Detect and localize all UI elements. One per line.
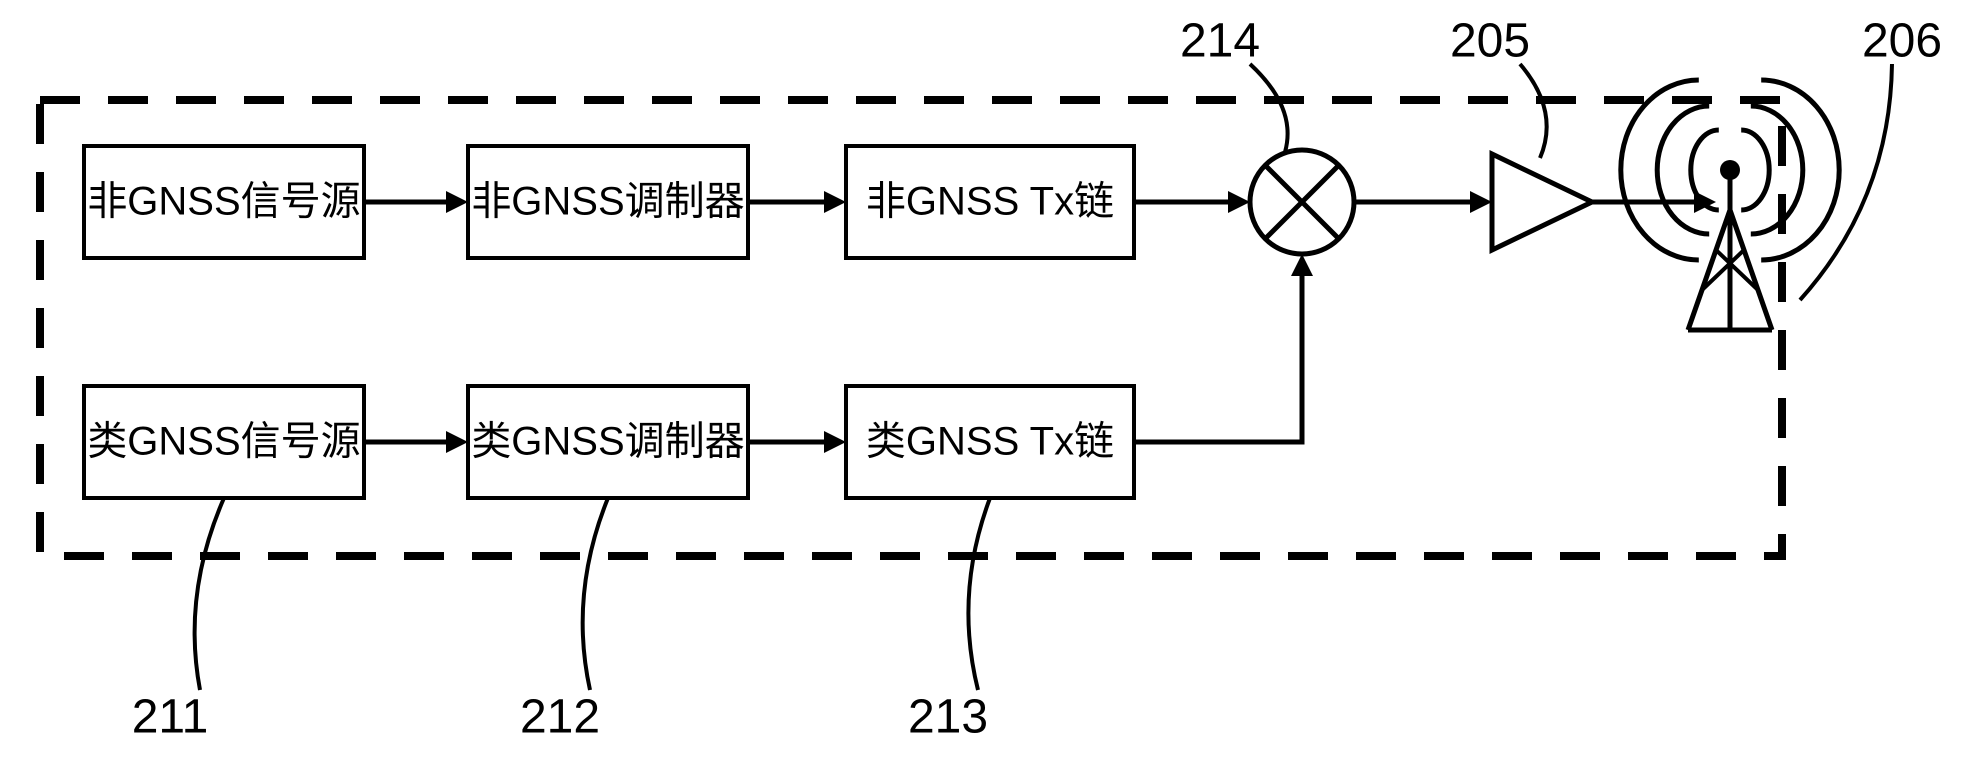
bot_tx-block: 类GNSS Tx链 xyxy=(846,386,1134,498)
amplifier-icon xyxy=(1492,154,1592,250)
mixer-icon xyxy=(1250,150,1354,254)
bot_src-label: 类GNSS信号源 xyxy=(87,420,360,464)
bot_mod-block: 类GNSS调制器 xyxy=(468,386,748,498)
bot_src-block: 类GNSS信号源 xyxy=(84,386,364,498)
top_src-block: 非GNSS信号源 xyxy=(84,146,364,258)
bot_mod-label: 类GNSS调制器 xyxy=(471,420,744,464)
top_tx-block: 非GNSS Tx链 xyxy=(846,146,1134,258)
refnum-213: 213 xyxy=(908,691,988,744)
top_mod-block: 非GNSS调制器 xyxy=(468,146,748,258)
refnum-205: 205 xyxy=(1450,15,1530,68)
top_src-label: 非GNSS信号源 xyxy=(87,180,360,224)
refnum-206: 206 xyxy=(1862,15,1942,68)
top_tx-label: 非GNSS Tx链 xyxy=(866,180,1114,224)
top_mod-label: 非GNSS调制器 xyxy=(471,180,744,224)
refnum-214: 214 xyxy=(1180,15,1260,68)
refnum-211: 211 xyxy=(132,691,209,744)
refnum-212: 212 xyxy=(520,691,600,744)
bot_tx-label: 类GNSS Tx链 xyxy=(866,420,1114,464)
